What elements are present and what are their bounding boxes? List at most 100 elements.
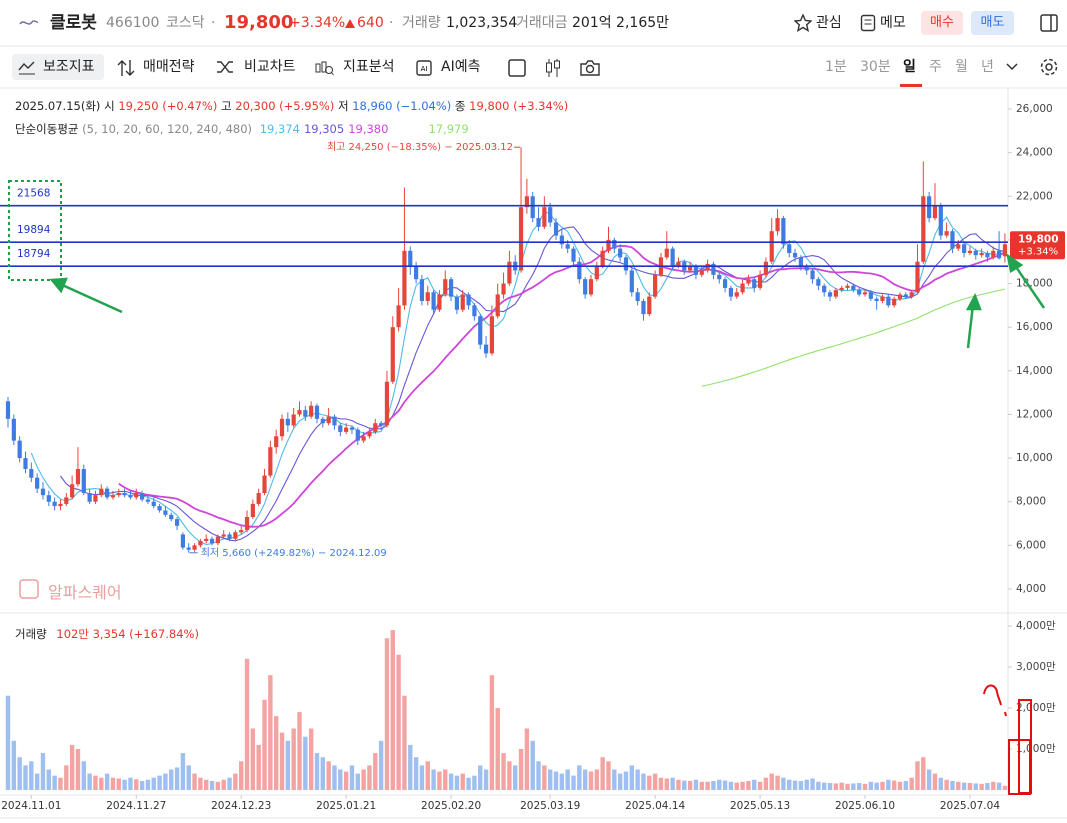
watch-button[interactable]: 관심 bbox=[816, 15, 842, 31]
volume-bar bbox=[926, 769, 932, 790]
candle-body bbox=[198, 541, 203, 546]
candle-body bbox=[880, 296, 885, 301]
volume-bar bbox=[687, 780, 693, 790]
volume-bar bbox=[355, 773, 360, 790]
volume-bar bbox=[606, 761, 611, 790]
tool[interactable]: 비교차트 bbox=[244, 59, 296, 75]
candle-body bbox=[612, 239, 617, 249]
candle-body bbox=[886, 296, 891, 306]
candle-body bbox=[139, 493, 145, 500]
volume-bar bbox=[279, 732, 285, 790]
volume-bar bbox=[378, 740, 384, 790]
volume-bar bbox=[443, 769, 448, 790]
x-tick-label: 2025.05.13 bbox=[730, 800, 790, 812]
volume-bar bbox=[349, 765, 355, 790]
candle-body bbox=[635, 292, 640, 301]
tool[interactable]: 매매전략 bbox=[143, 59, 195, 75]
tool[interactable]: 지표분석 bbox=[343, 59, 395, 75]
candle-body bbox=[379, 423, 384, 426]
highlight-box bbox=[1018, 699, 1032, 794]
ma-periods: (5, 10, 20, 60, 120, 240, 480) bbox=[82, 122, 253, 136]
candle-body bbox=[932, 205, 938, 219]
volume-bar bbox=[740, 781, 745, 790]
candle-body bbox=[559, 235, 564, 245]
volume-bar bbox=[728, 781, 734, 790]
draw-icon[interactable] bbox=[507, 58, 527, 78]
period[interactable]: 1분 bbox=[825, 59, 847, 75]
volume-bar bbox=[64, 765, 69, 790]
candle-body bbox=[897, 294, 903, 299]
candle-body bbox=[332, 416, 337, 426]
volume-bar bbox=[495, 708, 500, 790]
y-tick-label: 24,000 bbox=[1016, 147, 1053, 159]
volume-bar bbox=[787, 779, 792, 790]
panel-icon[interactable] bbox=[1040, 14, 1058, 32]
x-tick-label: 2024.11.01 bbox=[1, 800, 61, 812]
buy-button[interactable]: 매수 bbox=[921, 11, 963, 35]
volume-bar bbox=[361, 769, 366, 790]
volume-bar bbox=[402, 695, 407, 790]
candle-body bbox=[921, 196, 926, 262]
volume-bar bbox=[11, 740, 17, 790]
arrow bbox=[966, 304, 975, 349]
ma-legend: 단순이동평균 (5, 10, 20, 60, 120, 240, 480) 19… bbox=[15, 121, 469, 137]
candle-icon[interactable] bbox=[543, 57, 563, 79]
memo-button[interactable]: 메모 bbox=[880, 15, 906, 31]
candle-body bbox=[839, 287, 844, 291]
camera-icon[interactable] bbox=[579, 58, 601, 78]
candle-body bbox=[250, 503, 255, 517]
candle-body bbox=[705, 263, 710, 271]
period-selected[interactable]: 일 bbox=[903, 59, 916, 75]
volume-bar bbox=[559, 773, 565, 790]
candle-body bbox=[5, 401, 11, 419]
candle-body bbox=[909, 292, 914, 297]
min-annotation: 최저 5,660 (+249.82%) − 2024.12.09 bbox=[201, 547, 387, 559]
volume-bar bbox=[530, 740, 535, 790]
volume-bar bbox=[466, 777, 471, 790]
candle-body bbox=[664, 248, 669, 258]
candle-body bbox=[344, 427, 349, 432]
volume-bar bbox=[478, 765, 483, 790]
candle-body bbox=[618, 248, 623, 258]
candle-body bbox=[647, 296, 652, 315]
volume-bar bbox=[1002, 785, 1008, 790]
period[interactable]: 월 bbox=[955, 59, 968, 75]
ma-value: 19,374 bbox=[259, 122, 300, 136]
x-tick-label: 2025.06.10 bbox=[835, 800, 895, 812]
star-icon[interactable] bbox=[794, 14, 812, 32]
volume-bar bbox=[215, 781, 221, 790]
volume-bar bbox=[180, 753, 186, 790]
candle-body bbox=[542, 207, 547, 227]
price: 19,800 bbox=[224, 12, 294, 33]
candle-body bbox=[874, 298, 879, 301]
candle-body bbox=[938, 205, 943, 236]
volume-bar bbox=[116, 778, 121, 790]
sell-button[interactable]: 매도 bbox=[971, 11, 1014, 35]
period[interactable]: 30분 bbox=[860, 59, 891, 75]
volume-bar bbox=[69, 744, 75, 790]
period[interactable]: 주 bbox=[929, 59, 942, 75]
level-label: 21568 bbox=[17, 188, 50, 200]
tool[interactable]: AI예측 bbox=[441, 59, 481, 75]
volume-bar bbox=[419, 765, 425, 790]
period-underline bbox=[900, 84, 922, 87]
volume-bar bbox=[996, 782, 1002, 790]
candle-body bbox=[892, 298, 897, 306]
tool[interactable]: 보조지표 bbox=[43, 59, 95, 75]
volume-bar bbox=[308, 728, 314, 790]
x-tick-label: 2024.12.23 bbox=[211, 800, 271, 812]
volume-bar bbox=[174, 767, 180, 790]
chevron[interactable] bbox=[1006, 62, 1018, 72]
candle-body bbox=[757, 274, 763, 288]
candle-body bbox=[518, 207, 524, 271]
memo-icon[interactable] bbox=[860, 14, 876, 32]
high-label: 고 bbox=[221, 99, 232, 113]
ohlc-info: 2025.07.15(화) 시 19,250 (+0.47%) 고 20,300… bbox=[15, 98, 568, 114]
candle-body bbox=[128, 495, 133, 498]
ma-value: 19,380 bbox=[348, 122, 389, 136]
period[interactable]: 년 bbox=[981, 59, 994, 75]
settings-icon[interactable] bbox=[1039, 57, 1059, 77]
candle-body bbox=[857, 290, 862, 295]
y2-tick-label: 2,000만 bbox=[1016, 702, 1056, 714]
candle-body bbox=[239, 530, 244, 533]
